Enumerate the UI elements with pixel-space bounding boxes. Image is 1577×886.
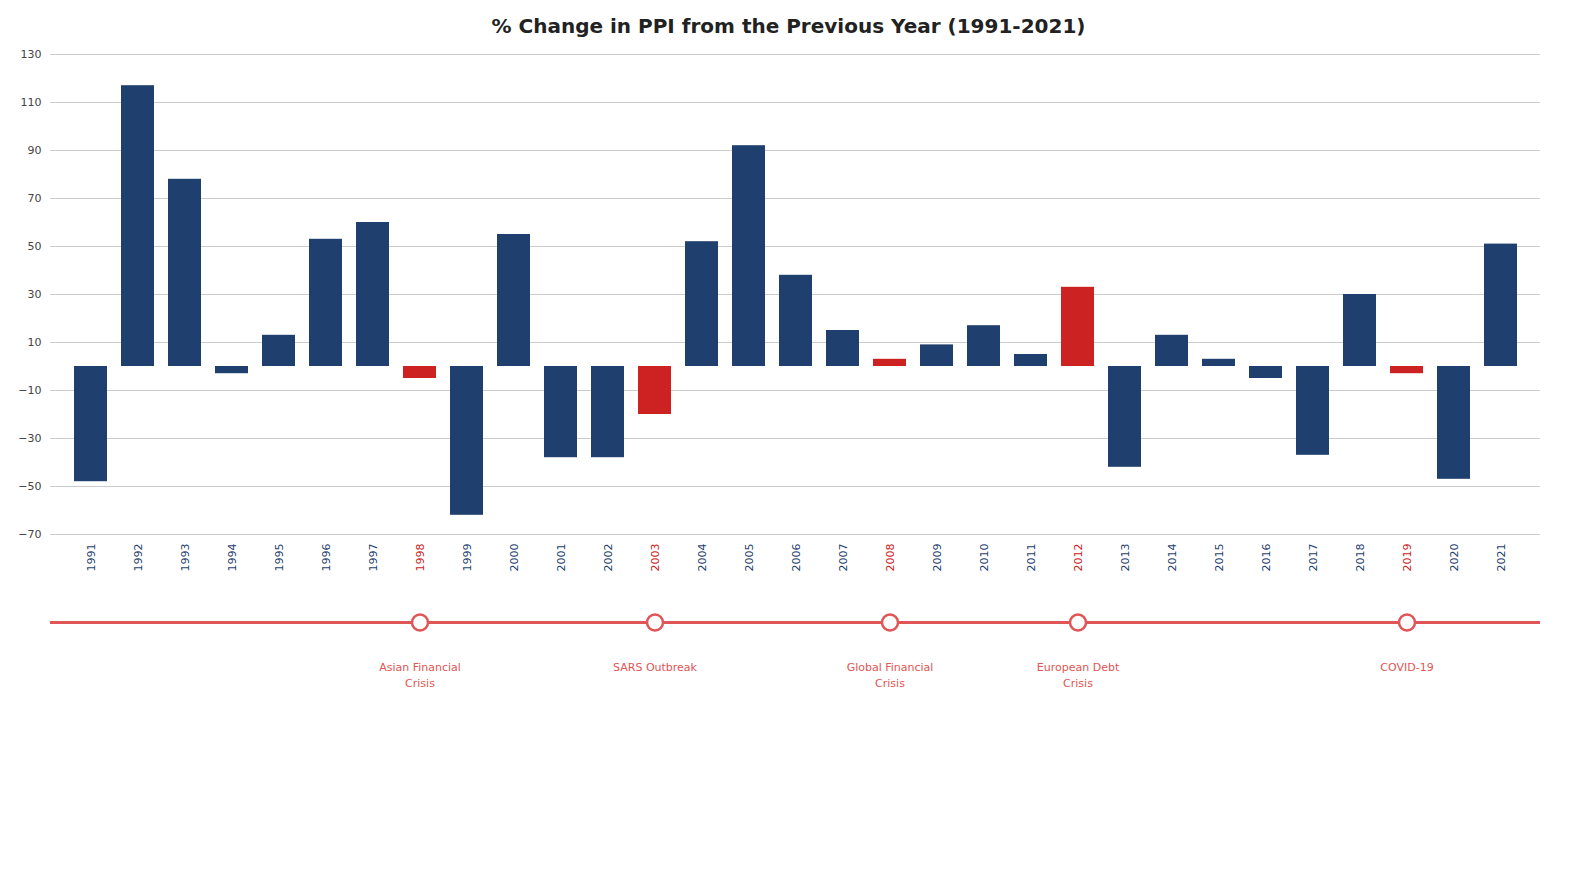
- svg-text:2008: 2008: [884, 544, 897, 572]
- svg-text:SARS Outbreak: SARS Outbreak: [613, 661, 698, 674]
- svg-text:10: 10: [28, 336, 42, 349]
- svg-text:2010: 2010: [978, 544, 991, 572]
- svg-text:1999: 1999: [461, 544, 474, 572]
- html-text:% Change in PPI from the Previ: % Change in PPI from the Previous Year (…: [491, 14, 1086, 38]
- svg-text:2001: 2001: [555, 544, 568, 572]
- svg-text:90: 90: [28, 144, 42, 157]
- svg-text:−30: −30: [18, 432, 41, 445]
- svg-text:1995: 1995: [273, 544, 286, 572]
- svg-text:2012: 2012: [1072, 544, 1085, 572]
- svg-text:70: 70: [28, 192, 42, 205]
- svg-text:1996: 1996: [320, 544, 333, 572]
- svg-text:2004: 2004: [696, 544, 709, 572]
- svg-text:Asian FinancialCrisis: Asian FinancialCrisis: [379, 661, 461, 689]
- svg-text:2015: 2015: [1213, 544, 1226, 572]
- svg-text:1994: 1994: [226, 544, 239, 572]
- svg-text:2011: 2011: [1025, 544, 1038, 572]
- svg-text:−70: −70: [18, 528, 41, 541]
- svg-text:110: 110: [21, 96, 42, 109]
- svg-text:COVID-19: COVID-19: [1380, 661, 1433, 674]
- svg-text:1993: 1993: [179, 544, 192, 572]
- svg-text:1998: 1998: [414, 544, 427, 572]
- svg-text:2019: 2019: [1401, 544, 1414, 572]
- svg-text:1991: 1991: [85, 544, 98, 572]
- svg-text:30: 30: [28, 288, 42, 301]
- svg-text:−50: −50: [18, 480, 41, 493]
- svg-text:130: 130: [21, 48, 42, 61]
- svg-text:2020: 2020: [1448, 544, 1461, 572]
- svg-text:−10: −10: [18, 384, 41, 397]
- svg-text:2017: 2017: [1307, 544, 1320, 572]
- svg-text:2016: 2016: [1260, 544, 1273, 572]
- svg-text:1997: 1997: [367, 544, 380, 572]
- svg-text:2021: 2021: [1495, 544, 1508, 572]
- svg-text:2013: 2013: [1119, 544, 1132, 572]
- svg-text:2000: 2000: [508, 544, 521, 572]
- svg-text:2003: 2003: [649, 544, 662, 572]
- svg-text:2005: 2005: [743, 544, 756, 572]
- svg-text:Global FinancialCrisis: Global FinancialCrisis: [847, 661, 934, 689]
- svg-text:1992: 1992: [132, 544, 145, 572]
- svg-text:European DebtCrisis: European DebtCrisis: [1037, 661, 1120, 689]
- svg-text:2018: 2018: [1354, 544, 1367, 572]
- svg-text:2007: 2007: [837, 544, 850, 572]
- svg-text:2006: 2006: [790, 544, 803, 572]
- svg-text:2002: 2002: [602, 544, 615, 572]
- svg-text:50: 50: [28, 240, 42, 253]
- svg-text:2009: 2009: [931, 544, 944, 572]
- svg-text:2014: 2014: [1166, 544, 1179, 572]
